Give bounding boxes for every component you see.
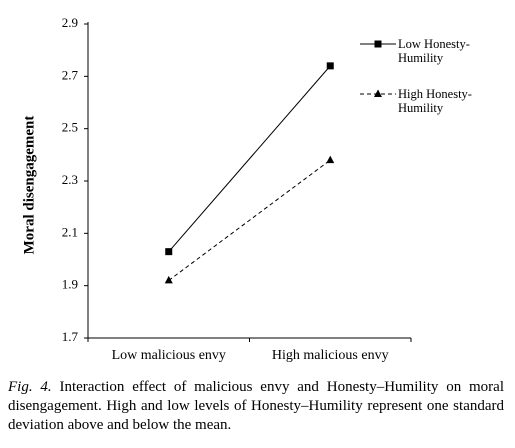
y-tick-label: 1.7 [62,329,79,344]
legend-label: Low Honesty-Humility [398,37,470,65]
marker [164,275,173,284]
marker [326,155,335,164]
marker [326,62,334,70]
y-tick-label: 2.9 [62,15,78,30]
y-tick-label: 2.1 [62,224,78,239]
marker [374,89,382,97]
series-line [168,159,331,281]
marker [165,248,173,256]
legend-label: High Honesty-Humility [398,87,472,115]
series-line [168,65,331,252]
y-tick-label: 2.7 [62,67,79,82]
y-axis-label: Moral disengagement [21,116,37,255]
y-tick-label: 2.5 [62,120,78,135]
x-tick-label: Low malicious envy [112,348,226,363]
x-tick-label: High malicious envy [272,348,389,363]
y-tick-label: 2.3 [62,172,78,187]
caption-text: Interaction effect of malicious envy and… [8,379,504,433]
marker [374,40,382,48]
caption: Fig. 4. Interaction effect of malicious … [8,378,504,435]
caption-label: Fig. 4. [8,379,52,395]
chart: Moral disengagement 1.7 1.9 2.1 2.3 2.5 2.7 2.… [21,15,412,363]
y-tick-label: 1.9 [62,277,78,292]
